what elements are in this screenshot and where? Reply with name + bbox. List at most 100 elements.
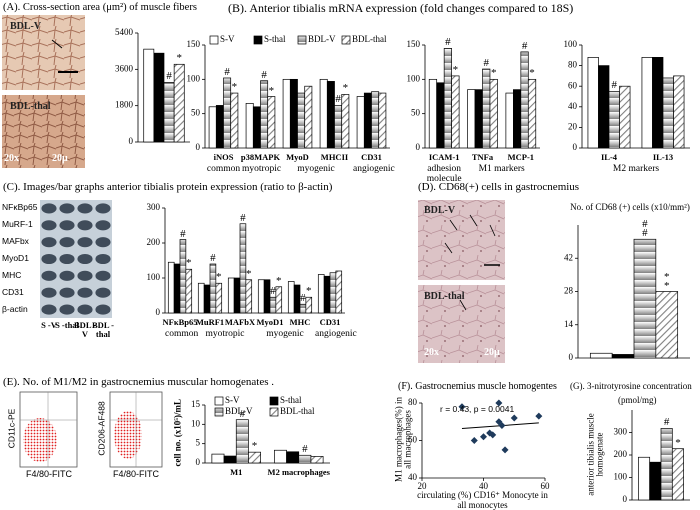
image-label: 20x [4,153,19,164]
x-tick-label: MyoD1 [257,317,284,327]
blot-lane-label: S -V [41,320,57,330]
y-tick-label: 3600 [115,63,134,73]
flow-events [23,418,57,462]
y-tick-label: 0 [196,457,201,467]
point [535,412,543,420]
significance-mark: # [180,227,186,240]
blot-row-label: MuRF-1 [2,219,33,230]
x-tick-label: MCP-1 [508,152,534,162]
significance-mark: * [216,271,222,284]
x-tick-label: MAFbX [225,317,256,327]
legend-swatch [214,396,224,406]
group-label: myogenic [297,164,335,174]
bar [673,75,685,149]
y-tick-label: 200 [614,449,628,459]
blot-band [41,304,57,315]
blot-band [95,203,111,214]
significance-mark: # [224,65,230,78]
significance-mark: * [306,285,312,298]
y-tick-label: 40 [568,101,578,111]
point [498,422,506,429]
significance-mark: # [611,79,618,92]
x-tick-label: CD31 [320,317,341,327]
y-tick-label: 40 [408,472,418,482]
panel-title: (C). Images/bar graphs anterior tibialis… [3,181,333,193]
bar [245,279,253,314]
x-tick-label: M2 macrophages [268,467,331,477]
image-label: BDL-thal [424,291,465,302]
bar [267,96,276,149]
y-tick-label: 100 [407,73,421,83]
x-tick-label: CD31 [361,152,382,162]
blot-band [77,253,93,265]
y-tick-label: 60 [408,435,418,445]
bar [248,451,261,464]
y-tick-label: 60 [568,80,578,90]
blot-band [59,220,75,231]
significance-mark: # # [642,218,648,240]
legend-label: S-thal [264,34,286,44]
bar [378,92,387,149]
bar [173,63,185,143]
point [510,414,518,422]
bar [310,456,324,464]
significance-mark: * [529,67,535,80]
x-tick-label: NFκBp65 [163,317,198,327]
legend-label: S-thal [280,395,302,405]
significance-mark: # [335,93,341,106]
y-tick-label: 80 [568,60,578,70]
significance-mark: # [240,211,246,224]
group-label: myotropic [242,164,282,174]
x-tick-label: M1 [230,467,242,477]
blot-row-label: β-actin [2,303,28,314]
bar [185,268,193,314]
bar [263,279,271,314]
x-tick-label: p38MAPK [241,152,281,162]
panel-title: (D). CD68(+) cells in gastrocnemius [418,181,580,193]
y-tick-label: 14 [564,319,574,329]
significance-mark: * [268,84,275,97]
legend-label: BDL-thal [280,406,315,416]
significance-mark: * * [664,270,670,292]
y-axis-label: M1 macrophages(%) in all macrophages [393,396,413,482]
significance-mark: # [210,252,216,264]
bar [239,223,247,314]
image-label: CD206-AF488 [96,401,107,456]
point [489,431,497,439]
x-tick-label: MHCII [321,152,349,162]
blot-band [59,203,75,214]
bar [305,296,313,314]
point [470,437,478,444]
image-label: F4/80-FITC [112,469,159,479]
blot-band [95,270,111,281]
significance-mark: # [445,36,451,49]
blot-band [95,220,111,231]
y-tick-label: 5 [196,438,201,448]
blot-band [59,270,75,281]
bar [527,78,537,149]
x-tick-label: TNFa [472,152,494,162]
y-tick-label: 100 [564,39,578,49]
image-label: BDL-V [10,21,42,32]
y-tick-label: 28 [564,286,574,296]
y-tick-label: 0 [573,142,578,152]
bar [671,448,684,501]
y-tick-label: 0 [129,136,134,146]
significance-mark: * [452,63,459,76]
y-tick-label: 1800 [115,100,134,110]
legend-label: BDL-V [308,34,336,44]
y-tick-label: 0 [569,352,574,362]
significance-mark: # [302,443,308,456]
y-tick-label: 15 [191,399,201,409]
significance-mark: * [231,81,238,94]
group-label: myotropic [205,329,245,339]
micrograph [2,95,85,168]
group-label: myogenic [266,329,304,339]
x-tick-label: iNOS [214,152,234,162]
x-tick-label: 20 [418,481,428,491]
significance-mark: * [342,82,349,95]
y-tick-label: 0 [196,142,201,152]
arrow [51,39,63,49]
